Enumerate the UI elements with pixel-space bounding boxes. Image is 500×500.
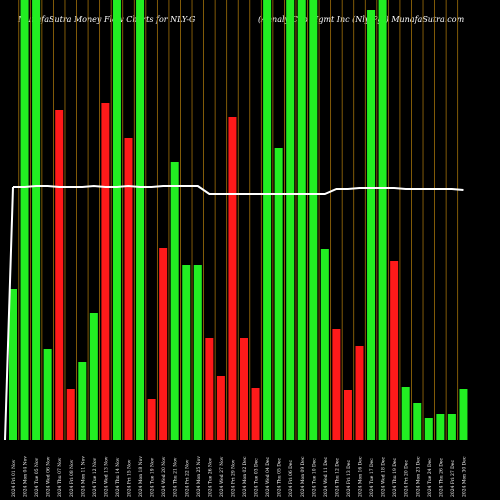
bar [78, 362, 87, 440]
x-tick-label: 2024 Tue 12 Nov [92, 457, 98, 497]
x-tick-label: 2024 Thu 12 Dec [334, 457, 340, 497]
x-tick-label: 2024 Wed 18 Dec [381, 456, 387, 497]
bar [205, 338, 214, 440]
bar [43, 349, 52, 440]
bar [436, 414, 445, 440]
bar [182, 265, 191, 440]
bar [159, 248, 168, 440]
bar [20, 0, 29, 440]
bar [89, 313, 98, 440]
x-tick-label: 2024 Fri 20 Dec [404, 460, 410, 497]
bar [309, 0, 318, 440]
bar [297, 0, 306, 440]
price-line-lead [4, 186, 14, 441]
bar [228, 117, 237, 440]
x-tick-label: 2024 Fri 29 Nov [230, 459, 236, 497]
x-tick-label: 2024 Thu 26 Dec [438, 457, 444, 497]
x-tick-label: 2024 Tue 24 Dec [427, 458, 433, 497]
bar [9, 289, 17, 440]
x-tick-label: 2024 Thu 07 Nov [57, 457, 63, 497]
x-tick-label: 2024 Thu 21 Nov [173, 457, 179, 497]
bar [216, 376, 225, 440]
x-tick-label: 2024 Tue 17 Dec [369, 458, 375, 497]
bar [193, 265, 202, 440]
x-tick-label: 2024 Mon 25 Nov [196, 456, 202, 497]
bar [286, 0, 295, 440]
x-tick-label: 2024 Tue 26 Nov [207, 457, 213, 497]
x-tick-label: 2024 Tue 03 Dec [254, 458, 260, 497]
x-tick-label: 2024 Fri 22 Nov [184, 459, 190, 497]
bar [424, 418, 433, 440]
x-tick-label: 2024 Mon 02 Dec [242, 456, 248, 497]
bar [170, 162, 179, 440]
bar [343, 390, 352, 440]
x-tick-label: 2024 Mon 30 Dec [461, 456, 467, 497]
x-tick-label: 2024 Fri 08 Nov [69, 459, 75, 497]
x-tick-label: 2024 Fri 27 Dec [450, 460, 456, 497]
x-tick-label: 2024 Tue 19 Nov [150, 457, 156, 497]
bar [55, 110, 64, 440]
bar [263, 0, 272, 440]
bar [32, 0, 41, 440]
bar [66, 389, 75, 440]
bar [355, 346, 364, 440]
x-tick-label: 2024 Mon 04 Nov [23, 456, 29, 497]
x-tick-label: 2024 Fri 01 Nov [11, 459, 17, 497]
bar [413, 403, 422, 440]
chart-subtitle: (Annaly Cap Mgmt Inc (Nly/Pg)) MunafaSut… [258, 15, 465, 24]
bar [459, 389, 468, 440]
bar [124, 138, 133, 440]
x-tick-label: 2024 Wed 06 Nov [46, 456, 52, 497]
x-tick-label: 2024 Fri 15 Nov [127, 459, 133, 497]
bar [367, 10, 376, 440]
x-tick-label: 2024 Wed 13 Nov [103, 456, 109, 497]
chart-title: MunafaSutra Money Flow Charts for NLY-G [17, 15, 196, 24]
x-tick-label: 2024 Mon 11 Nov [80, 456, 86, 497]
bar [101, 103, 110, 440]
bar [401, 387, 410, 440]
price-line [13, 184, 464, 195]
bar [378, 0, 387, 440]
bar [274, 148, 283, 440]
x-tick-label: 2024 Fri 13 Dec [346, 460, 352, 497]
x-tick-label: 2024 Mon 16 Dec [358, 456, 364, 497]
bar [240, 338, 248, 440]
bar [447, 414, 456, 440]
x-tick-label: 2024 Thu 14 Nov [115, 457, 121, 497]
x-tick-label: 2024 Wed 04 Dec [265, 456, 271, 497]
x-tick-label: 2024 Wed 11 Dec [323, 456, 329, 497]
x-tick-label: 2024 Mon 09 Dec [300, 456, 306, 497]
x-tick-label: 2024 Mon 23 Dec [415, 456, 421, 497]
bar [320, 249, 329, 440]
bar [251, 388, 260, 440]
bar [136, 0, 145, 440]
x-tick-label: 2024 Tue 05 Nov [34, 457, 40, 497]
bar [147, 399, 156, 440]
x-tick-label: 2024 Thu 05 Dec [277, 457, 283, 497]
x-tick-label: 2024 Wed 27 Nov [219, 456, 225, 497]
bar [112, 0, 121, 440]
x-tick-label: 2024 Fri 06 Dec [288, 460, 294, 497]
x-tick-label: 2024 Wed 20 Nov [161, 456, 167, 497]
bar [390, 261, 399, 440]
x-tick-label: 2024 Tue 10 Dec [311, 458, 317, 497]
bar [332, 329, 341, 440]
x-tick-label: 2024 Thu 19 Dec [392, 457, 398, 497]
x-tick-label: 2024 Mon 18 Nov [138, 456, 144, 497]
